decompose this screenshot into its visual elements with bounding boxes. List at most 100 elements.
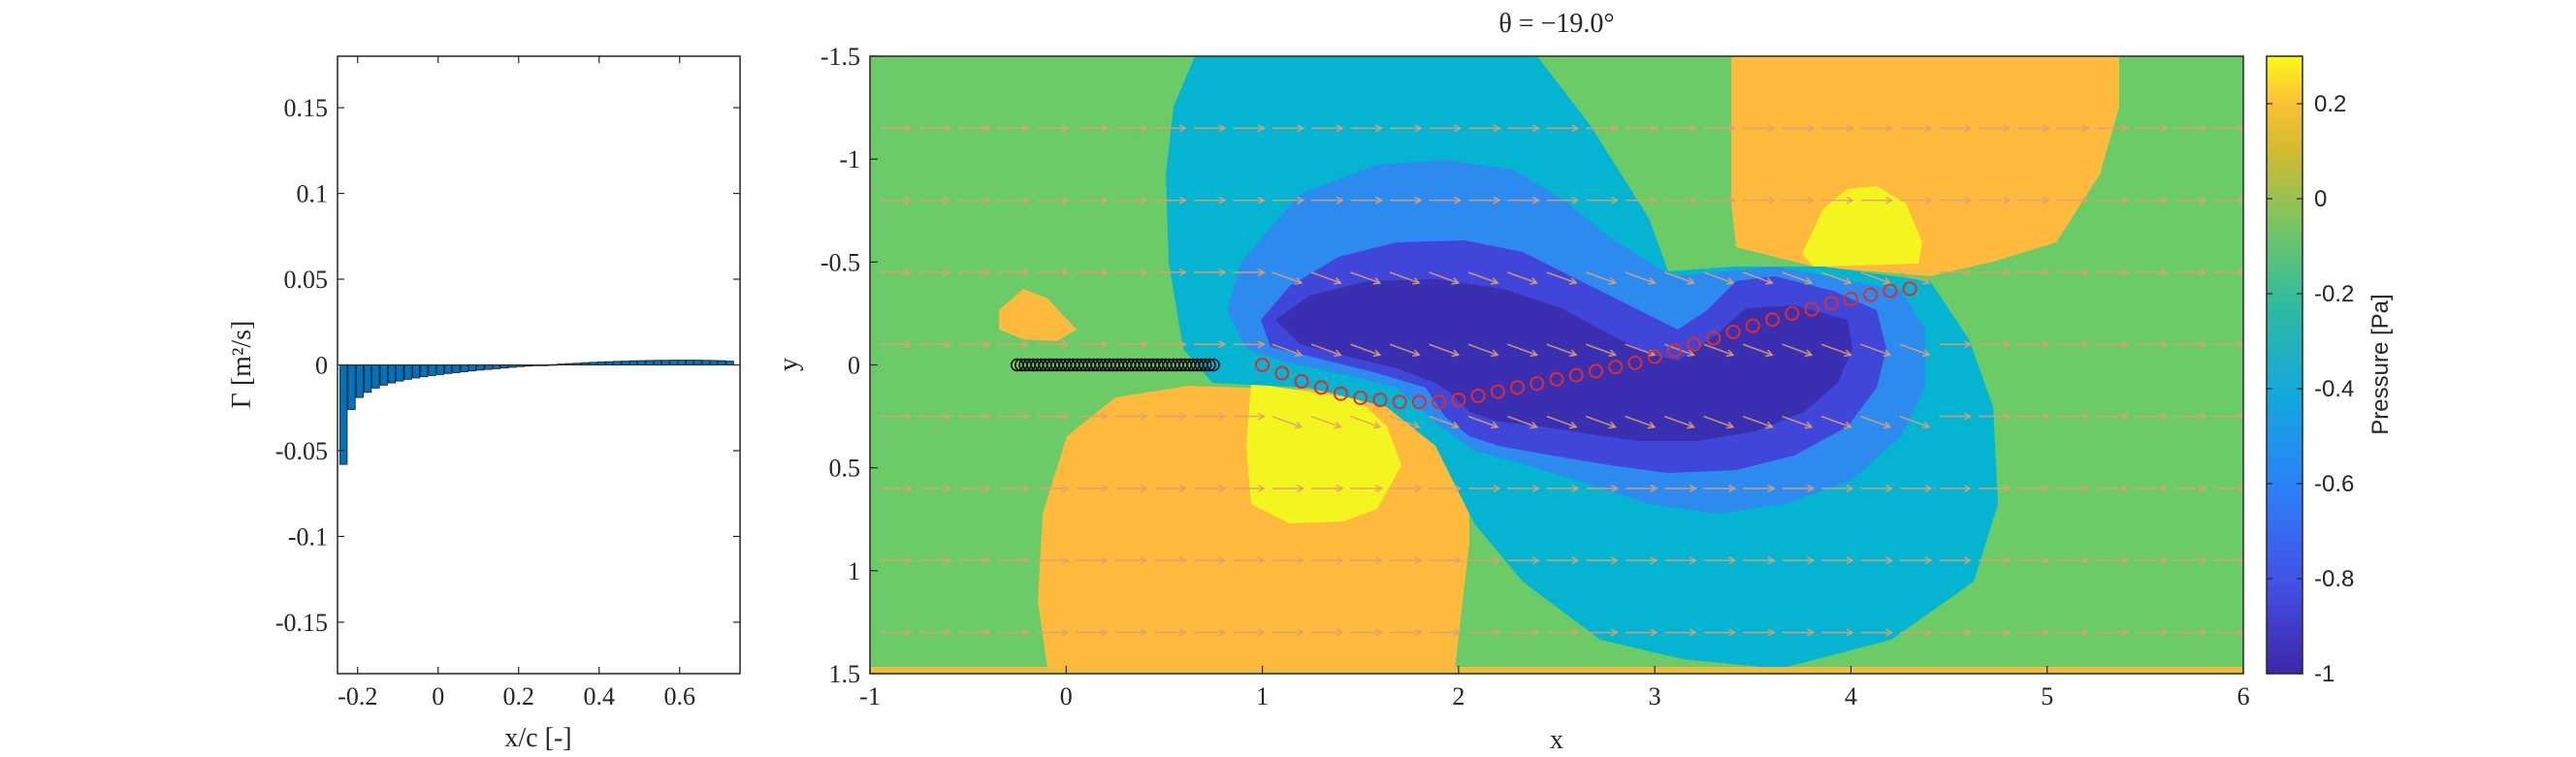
quiver-arrowhead	[1846, 196, 1854, 205]
quiver-arrowhead	[1257, 484, 1266, 492]
quiver-arrow	[1663, 271, 1694, 284]
wake-marker	[1353, 390, 1368, 405]
quiver-arrowhead	[1336, 124, 1344, 133]
quiver-arrowhead	[2082, 701, 2088, 708]
quiver-arrowhead	[1689, 628, 1697, 637]
quiver-arrowhead	[2160, 268, 2169, 277]
quiver-arrowhead	[1846, 628, 1854, 637]
quiver-arrowhead	[1453, 628, 1463, 637]
wake-marker	[1608, 360, 1624, 375]
bar	[403, 364, 412, 380]
bar	[613, 361, 622, 365]
bar	[443, 364, 453, 374]
bar	[387, 364, 397, 384]
quiver-arrowhead	[1412, 277, 1421, 285]
quiver-arrowhead	[1257, 340, 1266, 349]
quiver-arrowhead	[1571, 556, 1580, 565]
quiver-arrowhead	[1531, 124, 1541, 133]
wake-marker	[1725, 325, 1741, 340]
quiver-arrowhead	[2238, 484, 2243, 492]
quiver-arrowhead	[1294, 421, 1304, 429]
quiver-arrowhead	[1728, 196, 1737, 205]
quiver-arrowhead	[1061, 628, 1070, 637]
quiver-arrow	[1546, 343, 1577, 356]
quiver-arrowhead	[2120, 484, 2129, 492]
main-ytick-label: 0	[848, 352, 860, 380]
quiver-arrow	[1586, 415, 1616, 428]
quiver-arrowhead	[1100, 412, 1110, 421]
quiver-arrowhead	[1257, 628, 1266, 637]
quiver-arrowhead	[2199, 196, 2207, 205]
wake-marker	[1530, 376, 1545, 392]
quiver-arrowhead	[1490, 421, 1499, 429]
quiver-arrowhead	[1765, 277, 1774, 285]
quiver-arrow	[1820, 343, 1852, 356]
main-ytick-label: -1.5	[821, 43, 860, 71]
quiver-arrowhead	[1218, 340, 1227, 349]
wake-marker	[1411, 394, 1427, 410]
bar	[701, 360, 710, 365]
quiver-arrowhead	[2160, 556, 2169, 565]
quiver-arrowhead	[1415, 701, 1421, 708]
colorbar-tick-label: 0	[2314, 186, 2327, 212]
quiver-arrowhead	[2081, 340, 2090, 349]
wake-marker	[1568, 367, 1584, 383]
quiver-arrow	[1703, 343, 1734, 356]
wake-marker	[1451, 393, 1466, 408]
quiver-arrowhead	[1531, 556, 1541, 565]
quiver-arrowhead	[1375, 196, 1384, 205]
quiver-arrowhead	[2003, 412, 2012, 421]
quiver-arrowhead	[1963, 556, 1973, 565]
quiver-arrowhead	[1807, 556, 1816, 565]
quiver-arrow	[1310, 415, 1341, 428]
quiver-arrowhead	[2200, 701, 2206, 708]
quiver-arrowhead	[904, 412, 913, 421]
colorbar-gradient	[2266, 55, 2303, 675]
quiver-arrow	[1899, 343, 1930, 356]
quiver-arrowhead	[2003, 340, 2012, 349]
quiver-arrowhead	[2199, 412, 2207, 421]
quiver-arrowhead	[1257, 412, 1266, 421]
quiver-arrowhead	[1100, 340, 1110, 349]
quiver-arrowhead	[1725, 277, 1735, 285]
wake-marker	[1666, 343, 1682, 359]
quiver-arrowhead	[1610, 484, 1620, 492]
quiver-arrowhead	[1728, 484, 1737, 492]
quiver-arrowhead	[2003, 628, 2012, 637]
quiver-arrowhead	[1218, 628, 1227, 637]
quiver-arrowhead	[1963, 412, 1973, 421]
quiver-arrowhead	[1334, 421, 1342, 429]
quiver-arrowhead	[2160, 412, 2169, 421]
wake-marker	[1765, 312, 1781, 328]
quiver-arrowhead	[1100, 124, 1110, 133]
wake-marker	[1255, 358, 1271, 372]
quiver-arrow	[1467, 343, 1498, 356]
quiver-arrow	[1860, 271, 1890, 284]
quiver-arrowhead	[2238, 412, 2243, 421]
quiver-arrowhead	[1178, 628, 1187, 637]
wake-marker	[1470, 388, 1486, 403]
quiver-arrow	[1507, 415, 1537, 428]
quiver-arrowhead	[1334, 277, 1342, 285]
quiver-arrowhead	[2238, 196, 2243, 205]
quiver-arrow	[1350, 415, 1380, 428]
quiver-arrowhead	[1100, 268, 1110, 277]
quiver-arrowhead	[1140, 412, 1148, 421]
quiver-arrowhead	[1375, 701, 1381, 708]
bar	[452, 364, 461, 373]
bar	[420, 364, 429, 378]
quiver-arrowhead	[1178, 412, 1187, 421]
quiver-arrowhead	[944, 340, 952, 349]
left-ytick-label: -0.05	[275, 437, 328, 465]
quiver-arrowhead	[1568, 349, 1578, 358]
quiver-arrow	[1586, 343, 1616, 356]
quiver-arrowhead	[1294, 349, 1304, 358]
quiver-arrow	[1703, 415, 1734, 428]
quiver-arrowhead	[1844, 349, 1852, 358]
quiver-arrowhead	[2121, 701, 2127, 708]
quiver-arrowhead	[1647, 421, 1657, 429]
quiver-arrowhead	[2042, 124, 2051, 133]
main-xtick-label: 3	[1649, 682, 1661, 710]
quiver-arrowhead	[1257, 196, 1266, 205]
